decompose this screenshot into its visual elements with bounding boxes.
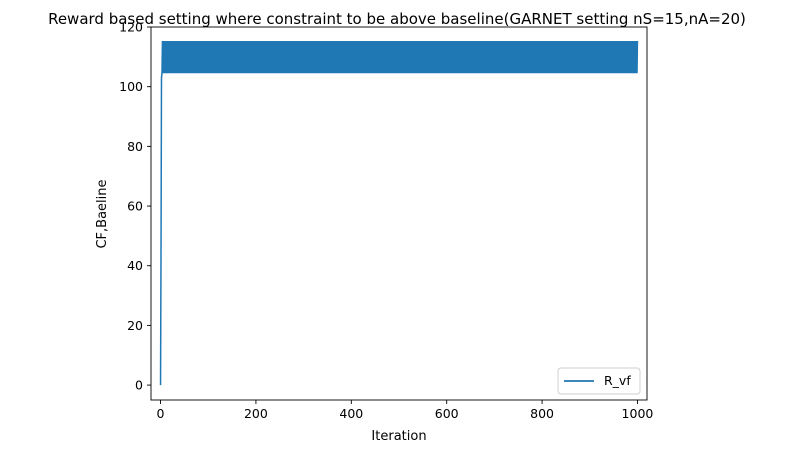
- x-axis-label: Iteration: [371, 429, 426, 444]
- chart-title: Reward based setting where constraint to…: [48, 10, 746, 28]
- x-tick-label: 600: [435, 406, 459, 421]
- plot-frame: [150, 26, 648, 401]
- legend: R_vf: [557, 367, 641, 395]
- x-tick-label: 1000: [622, 406, 654, 421]
- y-axis: 0 20 40 60 80 100 120: [119, 20, 151, 393]
- y-tick-label: 40: [127, 258, 143, 273]
- y-tick-label: 120: [119, 20, 143, 35]
- y-tick-label: 0: [135, 378, 143, 393]
- x-tick-label: 800: [530, 406, 554, 421]
- series-line-r-vf: [159, 41, 639, 386]
- x-tick-label: 0: [157, 406, 165, 421]
- y-tick-label: 100: [119, 79, 143, 94]
- x-axis: 0 200 400 600 800 1000: [157, 400, 654, 421]
- y-tick-label: 80: [127, 139, 143, 154]
- legend-label-r-vf: R_vf: [604, 373, 631, 388]
- y-tick-label: 20: [127, 318, 143, 333]
- y-tick-label: 60: [127, 199, 143, 214]
- x-tick-label: 200: [244, 406, 268, 421]
- plot-area: [159, 41, 639, 386]
- legend-box: [557, 367, 641, 395]
- y-axis-label: CF,Baeline: [95, 179, 110, 248]
- x-tick-label: 400: [339, 406, 363, 421]
